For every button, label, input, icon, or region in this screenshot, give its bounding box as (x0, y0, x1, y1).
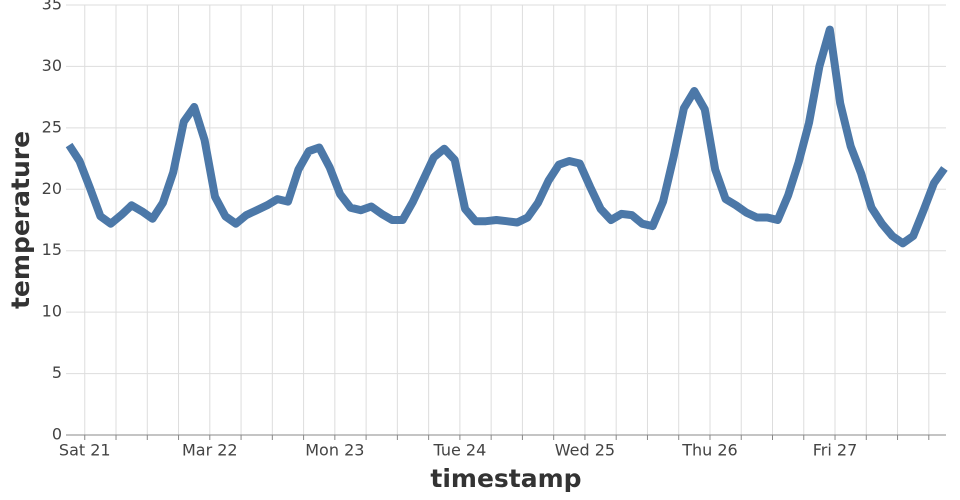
x-tick-label: Tue 24 (432, 441, 486, 460)
y-tick-label: 35 (42, 0, 62, 14)
y-tick-label: 15 (42, 240, 62, 259)
y-tick-label: 30 (42, 56, 62, 75)
y-tick-label: 5 (52, 363, 62, 382)
y-tick-label: 0 (52, 425, 62, 444)
x-tick-label: Sat 21 (59, 441, 111, 460)
x-tick-label: Thu 26 (681, 441, 738, 460)
x-tick-label: Mar 22 (182, 441, 238, 460)
y-tick-label: 20 (42, 179, 62, 198)
x-tick-label: Fri 27 (813, 441, 858, 460)
y-axis-title: temperature (6, 131, 35, 309)
x-axis-title: timestamp (430, 464, 581, 493)
x-tick-label: Wed 25 (555, 441, 615, 460)
y-tick-label: 10 (42, 302, 62, 321)
data-line (65, 25, 948, 248)
y-tick-label: 25 (42, 117, 62, 136)
x-tick-label: Mon 23 (305, 441, 364, 460)
